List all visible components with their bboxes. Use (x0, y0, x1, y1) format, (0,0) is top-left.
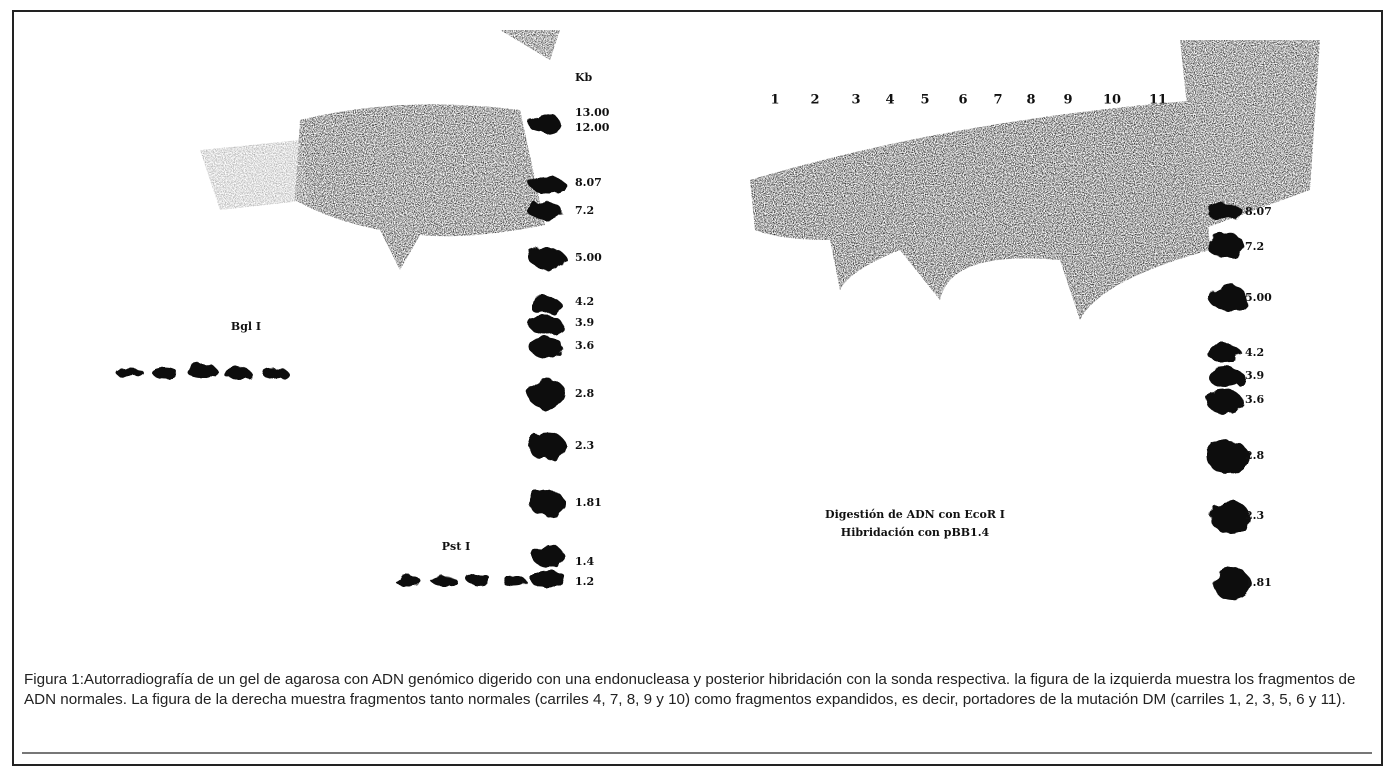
gel-labels: Kb 13.00 12.00 8.07 7.2 5.00 4.2 3.9 3.6 2.8 2.3 1.… (231, 71, 1272, 589)
enzyme-label: Pst I (442, 540, 471, 553)
marker-label: 7.2 (1245, 240, 1264, 253)
lane-number: 8 (1026, 93, 1035, 108)
lane-number: 9 (1063, 93, 1072, 108)
lane-number: 3 (851, 93, 860, 108)
lane-number: 2 (810, 93, 819, 108)
gel-note: Hibridación con pBB1.4 (841, 526, 990, 539)
marker-label: 2.8 (1245, 449, 1264, 462)
marker-label: 3.9 (1245, 369, 1264, 382)
lane-number: 7 (993, 93, 1002, 108)
lane-number: 1 (770, 93, 779, 108)
marker-label: 7.2 (575, 204, 594, 217)
marker-label: 5.00 (1245, 291, 1272, 304)
marker-label: 3.6 (1245, 393, 1264, 406)
marker-label: 4.2 (1245, 346, 1264, 359)
lane-number: 6 (958, 93, 967, 108)
marker-label: 2.8 (575, 387, 594, 400)
marker-label: 8.07 (1245, 205, 1272, 218)
marker-label: 5.00 (575, 251, 602, 264)
marker-label: 1.4 (575, 555, 594, 568)
bottom-rule (22, 752, 1372, 754)
marker-label: 3.9 (575, 316, 594, 329)
enzyme-label: Bgl I (231, 320, 261, 333)
figure-caption: Figura 1:Autorradiografía de un gel de a… (24, 671, 1356, 708)
lane-number: 10 (1103, 93, 1121, 108)
figure-frame (12, 10, 1383, 766)
gel-images: Kb 13.00 12.00 8.07 7.2 5.00 4.2 3.9 3.6 2.8 2.3 1.… (116, 30, 1320, 600)
marker-label: 12.00 (575, 121, 610, 134)
marker-label: 8.07 (575, 176, 602, 189)
lane-number: 4 (885, 93, 894, 108)
marker-label: 3.6 (575, 339, 594, 352)
lane-number: 11 (1149, 93, 1167, 108)
marker-label: 2.3 (1245, 509, 1264, 522)
marker-label: 1.81 (1245, 576, 1272, 589)
marker-label: 4.2 (575, 295, 594, 308)
marker-label: 1.2 (575, 575, 594, 588)
marker-label: 13.00 (575, 106, 610, 119)
gel-smear (200, 30, 1320, 320)
gel-note: Digestión de ADN con EcoR I (825, 508, 1005, 521)
ladder-bands (116, 114, 1251, 600)
marker-label: 1.81 (575, 496, 602, 509)
unit-label: Kb (575, 71, 593, 84)
marker-label: 2.3 (575, 439, 594, 452)
lane-number: 5 (920, 93, 929, 108)
